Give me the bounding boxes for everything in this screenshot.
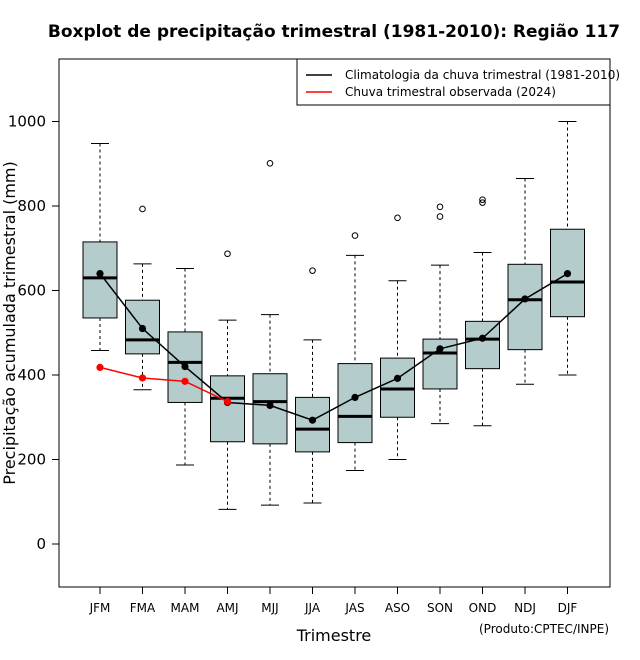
outlier-point bbox=[479, 196, 486, 203]
box-amj bbox=[210, 250, 245, 510]
y-tick-label: 600 bbox=[17, 282, 46, 300]
box-son bbox=[422, 203, 458, 425]
outlier-point bbox=[394, 214, 401, 222]
box-mjj bbox=[252, 160, 288, 506]
series-point-climatology bbox=[478, 334, 487, 342]
outlier-point bbox=[351, 232, 359, 239]
legend-label-climatology: Climatologia da chuva trimestral (1981-2… bbox=[345, 68, 620, 82]
box-ond bbox=[465, 196, 500, 427]
series-point-climatology bbox=[181, 362, 189, 371]
series-line-climatology bbox=[99, 272, 568, 422]
y-tick-label: 800 bbox=[17, 197, 46, 215]
outlier-point bbox=[266, 160, 274, 167]
series-lines bbox=[96, 270, 572, 424]
series-point-climatology bbox=[393, 374, 402, 382]
box-iqr bbox=[295, 396, 330, 453]
box-djf bbox=[550, 121, 585, 376]
x-tick-label: JFM bbox=[89, 601, 111, 615]
series-point-climatology bbox=[308, 416, 317, 424]
y-tick-label: 200 bbox=[17, 451, 46, 469]
series-point-observed bbox=[138, 374, 147, 382]
box-aso bbox=[380, 214, 415, 460]
box-group bbox=[82, 121, 585, 510]
product-credit: (Produto:CPTEC/INPE) bbox=[479, 622, 609, 636]
series-point-climatology bbox=[266, 401, 274, 410]
x-tick-label: OND bbox=[469, 601, 497, 615]
series-point-climatology bbox=[351, 393, 359, 401]
series-point-climatology bbox=[436, 345, 444, 353]
x-tick-label: MJJ bbox=[261, 601, 278, 615]
legend: Climatologia da chuva trimestral (1981-2… bbox=[296, 58, 620, 106]
series-point-climatology bbox=[521, 295, 529, 303]
box-iqr bbox=[465, 320, 500, 370]
box-jja bbox=[295, 267, 330, 504]
legend-box bbox=[296, 58, 611, 106]
y-tick-label: 1000 bbox=[8, 113, 46, 131]
y-axis-label: Precipitação acumulada trimestral (mm) bbox=[0, 161, 19, 485]
series-point-observed bbox=[96, 363, 104, 371]
series-point-climatology bbox=[563, 270, 572, 278]
x-axis: JFM FMA MAM AMJ MJJ JJA JAS ASO SON OND NDJ DJF bbox=[89, 586, 578, 615]
series-point-climatology bbox=[96, 270, 104, 278]
box-jas bbox=[337, 232, 373, 471]
x-tick-label: FMA bbox=[130, 601, 156, 615]
box-iqr bbox=[507, 263, 543, 351]
x-tick-label: MAM bbox=[171, 601, 200, 615]
x-axis-label: Trimestre bbox=[296, 626, 372, 645]
outlier-point bbox=[436, 213, 444, 220]
x-tick-label: SON bbox=[427, 601, 453, 615]
outlier-point bbox=[139, 205, 146, 213]
chart-title: Boxplot de precipitação trimestral (1981… bbox=[48, 22, 620, 42]
x-tick-label: DJF bbox=[558, 601, 578, 615]
outlier-point bbox=[479, 199, 486, 206]
series-point-observed bbox=[181, 377, 189, 385]
outlier-point bbox=[436, 203, 444, 211]
series-point-climatology bbox=[138, 324, 147, 333]
box-iqr bbox=[210, 375, 245, 443]
outlier-point bbox=[224, 250, 231, 258]
y-tick-label: 400 bbox=[17, 366, 46, 384]
outlier-point bbox=[309, 267, 316, 274]
x-tick-label: JJA bbox=[304, 601, 321, 615]
x-tick-label: ASO bbox=[385, 601, 410, 615]
series-point-observed bbox=[223, 398, 232, 406]
x-tick-label: AMJ bbox=[216, 601, 238, 615]
box-ndj bbox=[507, 178, 543, 385]
box-fma bbox=[125, 205, 160, 391]
y-tick-label: 0 bbox=[36, 535, 46, 553]
x-tick-label: NDJ bbox=[514, 601, 536, 615]
box-iqr bbox=[82, 241, 118, 319]
legend-label-observed: Chuva trimestral observada (2024) bbox=[345, 85, 556, 99]
box-jfm bbox=[82, 142, 118, 351]
y-axis: 0 200 400 600 800 1000 bbox=[8, 113, 60, 553]
series-line-observed bbox=[99, 366, 228, 403]
x-tick-label: JAS bbox=[344, 601, 364, 615]
